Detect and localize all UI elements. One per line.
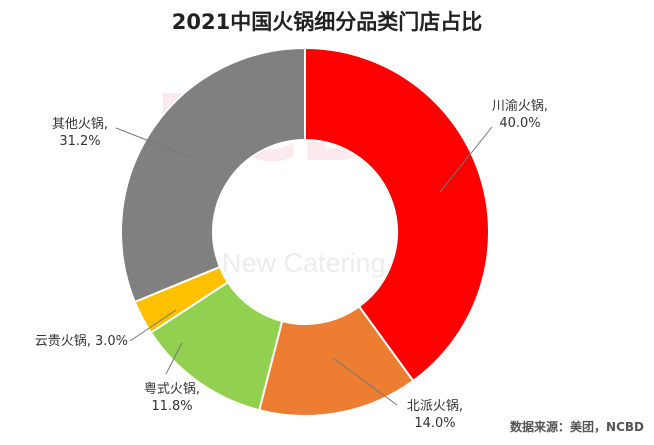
watermark-text: New Catering <box>222 248 386 278</box>
data-label-line: 川渝火锅, <box>492 98 548 114</box>
data-labels: 川渝火锅, 40.0% 北派火锅, 14.0% 粤式火锅, 11.8% 云贵火锅, 3.0%… <box>35 98 548 431</box>
slice-chuanyu <box>304 46 490 383</box>
slice-qita <box>120 46 306 304</box>
slices <box>120 46 490 417</box>
data-label-line: 其他火锅, <box>52 116 108 132</box>
data-label-chuanyu: 川渝火锅, 40.0% <box>492 98 548 131</box>
data-label-yueshi: 粤式火锅, 11.8% <box>144 381 200 414</box>
data-label-beipai: 北派火锅, 14.0% <box>407 398 463 431</box>
chart-title: 2021中国火锅细分品类门店占比 <box>171 10 483 34</box>
leader-line-chuanyu <box>439 126 493 193</box>
data-label-line: 40.0% <box>499 116 540 131</box>
data-label-qita: 其他火锅, 31.2% <box>52 116 108 149</box>
data-label-line: 北派火锅, <box>407 398 463 414</box>
leader-line-beipai <box>332 357 398 406</box>
data-label-line: 31.2% <box>59 134 100 149</box>
data-label-yungui: 云贵火锅, 3.0% <box>35 333 128 349</box>
data-label-line: 粤式火锅, <box>144 381 200 397</box>
data-label-line: 云贵火锅, 3.0% <box>35 333 128 349</box>
leader-line-yueshi <box>165 342 183 375</box>
leader-lines <box>115 126 493 406</box>
source-note: 数据来源：美团，NCBD <box>510 420 644 434</box>
leader-line-yungui <box>129 309 177 342</box>
data-label-line: 11.8% <box>151 399 192 414</box>
leader-line-qita <box>115 127 191 158</box>
data-label-line: 14.0% <box>414 416 455 431</box>
